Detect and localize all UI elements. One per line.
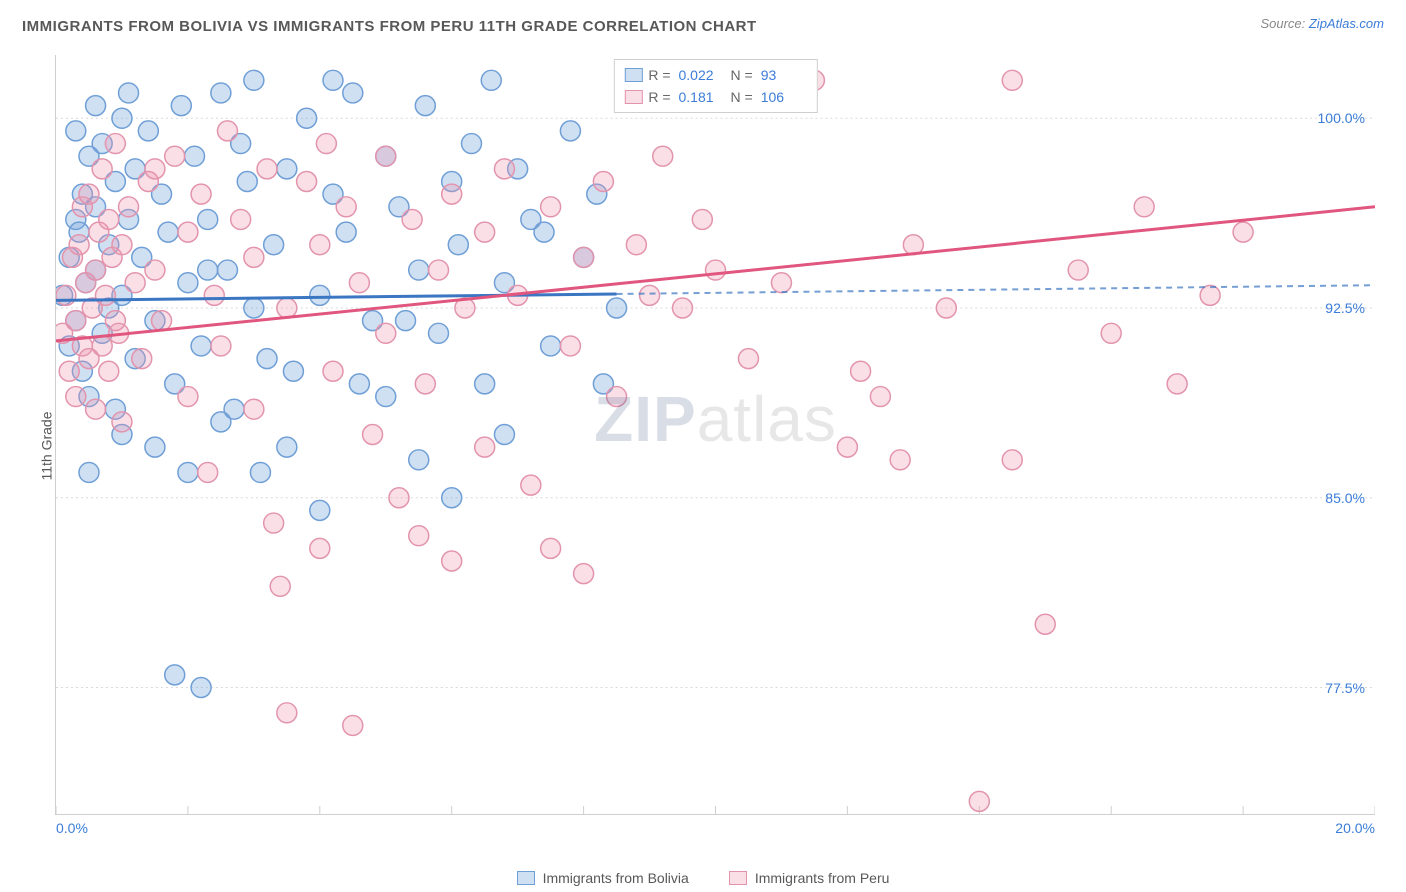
legend-bottom-item-0: Immigrants from Bolivia — [517, 870, 689, 886]
chart-svg — [56, 55, 1375, 814]
chart-title: IMMIGRANTS FROM BOLIVIA VS IMMIGRANTS FR… — [0, 0, 1406, 35]
legend-top-n-val-0: 93 — [761, 67, 807, 83]
legend-bottom-label-0: Immigrants from Bolivia — [543, 870, 689, 886]
legend-top-swatch-1 — [624, 90, 642, 104]
source-link[interactable]: ZipAtlas.com — [1309, 16, 1384, 31]
legend-bottom-item-1: Immigrants from Peru — [729, 870, 890, 886]
legend-top-r-label-0: R = — [648, 67, 670, 83]
legend-top-n-label-1: N = — [731, 89, 753, 105]
legend-top-row-1: R = 0.181 N = 106 — [624, 86, 806, 108]
legend-bottom-swatch-0 — [517, 871, 535, 885]
legend-bottom-label-1: Immigrants from Peru — [755, 870, 890, 886]
ytick-label: 85.0% — [1325, 490, 1365, 506]
legend-bottom-swatch-1 — [729, 871, 747, 885]
ytick-label: 100.0% — [1318, 110, 1365, 126]
legend-top-row-0: R = 0.022 N = 93 — [624, 64, 806, 86]
legend-top-r-val-0: 0.022 — [679, 67, 725, 83]
source-prefix: Source: — [1260, 16, 1308, 31]
legend-top-swatch-0 — [624, 68, 642, 82]
legend-top: R = 0.022 N = 93 R = 0.181 N = 106 — [613, 59, 817, 113]
legend-top-r-val-1: 0.181 — [679, 89, 725, 105]
legend-top-n-label-0: N = — [731, 67, 753, 83]
xtick-label-min: 0.0% — [56, 820, 88, 836]
xtick-label-max: 20.0% — [1335, 820, 1375, 836]
legend-top-r-label-1: R = — [648, 89, 670, 105]
legend-top-n-val-1: 106 — [761, 89, 807, 105]
y-axis-label: 11th Grade — [39, 411, 55, 480]
ytick-label: 92.5% — [1325, 300, 1365, 316]
ytick-label: 77.5% — [1325, 680, 1365, 696]
plot-area: ZIPatlas R = 0.022 N = 93 R = 0.181 N = … — [55, 55, 1375, 815]
source-attribution: Source: ZipAtlas.com — [1260, 16, 1384, 31]
legend-bottom: Immigrants from Bolivia Immigrants from … — [0, 870, 1406, 886]
